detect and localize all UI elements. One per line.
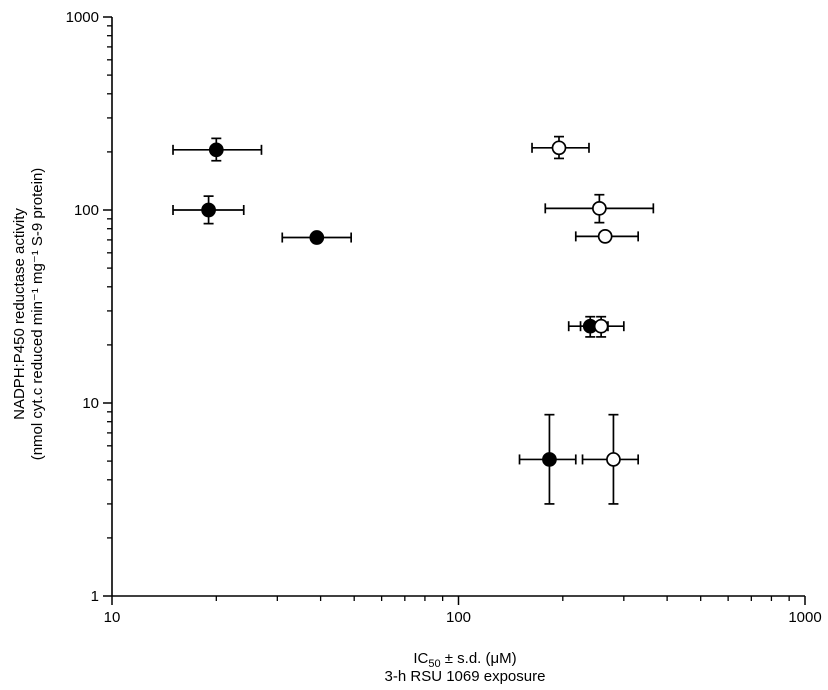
open-circle-marker xyxy=(593,318,609,334)
y-axis-subtitle: (nmol cyt.c reduced min⁻¹ mg⁻¹ S-9 prote… xyxy=(29,168,46,461)
filled-data-point xyxy=(172,195,245,225)
filled-circle-marker xyxy=(542,452,557,467)
open-data-point xyxy=(531,135,590,160)
filled-circle-marker xyxy=(201,202,216,218)
y-axis-ticks: 1 10 100 1000 xyxy=(66,9,112,605)
axes xyxy=(111,17,805,597)
open-data-point xyxy=(581,413,640,505)
open-circle-marker xyxy=(597,229,613,244)
x-axis-title: IC50 ± s.d. (μM) xyxy=(413,650,516,670)
x-axis-ticks: 10 100 1000 xyxy=(104,596,822,626)
y-tick-label: 10 xyxy=(82,395,99,412)
y-tick-label: 1000 xyxy=(66,9,99,26)
filled-circle-marker xyxy=(309,230,325,245)
open-data-point xyxy=(574,229,640,244)
filled-data-point xyxy=(518,413,577,505)
x-tick-label: 1000 xyxy=(788,609,821,626)
open-data-point xyxy=(579,315,625,338)
filled-circle-marker xyxy=(208,142,224,158)
y-tick-label: 1 xyxy=(91,588,99,605)
y-axis-title: NADPH:P450 reductase activity xyxy=(11,208,28,420)
x-axis-subtitle: 3-h RSU 1069 exposure xyxy=(385,668,546,685)
x-tick-label: 10 xyxy=(104,609,121,626)
filled-data-point xyxy=(172,137,263,162)
open-data-point xyxy=(544,193,655,224)
open-circle-marker xyxy=(606,452,621,467)
data-points xyxy=(172,135,655,505)
open-circle-marker xyxy=(592,200,607,216)
y-tick-label: 100 xyxy=(74,202,99,219)
open-circle-marker xyxy=(551,140,567,156)
x-tick-label: 100 xyxy=(446,609,471,626)
filled-data-point xyxy=(281,230,353,245)
